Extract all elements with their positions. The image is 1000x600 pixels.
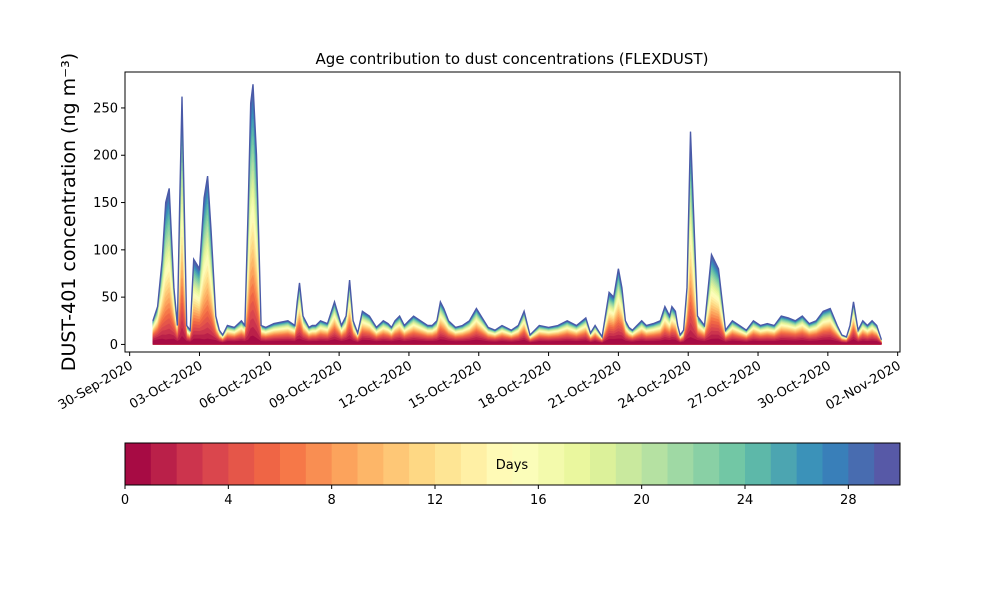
y-tick-label: 150 xyxy=(93,196,118,211)
chart-title: Age contribution to dust concentrations … xyxy=(316,50,709,68)
colorbar-bin xyxy=(150,443,178,485)
x-tick-label: 09-Oct-2020 xyxy=(267,358,345,412)
colorbar-tick-label: 4 xyxy=(224,493,232,508)
x-tick-label: 30-Oct-2020 xyxy=(755,358,833,412)
age-layer-17 xyxy=(152,196,882,345)
colorbar-bin xyxy=(383,443,410,485)
age-layer-16 xyxy=(152,205,882,345)
colorbar-bin xyxy=(460,443,488,485)
age-layer-29 xyxy=(152,92,882,345)
x-tick-label: 27-Oct-2020 xyxy=(686,358,764,412)
age-layer-21 xyxy=(152,162,882,345)
x-tick-label: 24-Oct-2020 xyxy=(616,358,694,412)
colorbar-bin xyxy=(745,443,772,485)
colorbar-bin xyxy=(435,443,462,485)
colorbar-bin xyxy=(357,443,384,485)
colorbar-tick-label: 0 xyxy=(121,493,129,508)
colorbar-bin xyxy=(848,443,875,485)
plot-area xyxy=(124,71,901,353)
colorbar-bin xyxy=(228,443,255,485)
colorbar-bin xyxy=(693,443,720,485)
plot-frame xyxy=(124,71,901,353)
x-axis: 30-Sep-202003-Oct-202006-Oct-202009-Oct-… xyxy=(56,352,904,413)
y-tick-label: 100 xyxy=(93,243,118,258)
colorbar-bin xyxy=(125,443,152,485)
colorbar-bin xyxy=(641,443,668,485)
age-layer-27 xyxy=(152,110,882,345)
x-tick-label: 21-Oct-2020 xyxy=(546,358,624,412)
colorbar-tick-label: 16 xyxy=(530,493,547,508)
age-layer-25 xyxy=(152,127,882,345)
x-tick-label: 18-Oct-2020 xyxy=(476,358,554,412)
x-tick-label: 03-Oct-2020 xyxy=(127,358,205,412)
colorbar-tick-label: 8 xyxy=(328,493,336,508)
colorbar-bin xyxy=(305,443,333,485)
y-tick-label: 250 xyxy=(93,101,118,116)
age-layer-23 xyxy=(152,144,882,345)
age-layer-19 xyxy=(152,179,882,345)
colorbar-bin xyxy=(254,443,281,485)
x-tick-label: 15-Oct-2020 xyxy=(406,358,484,412)
colorbar-bin xyxy=(176,443,203,485)
colorbar-bin xyxy=(409,443,436,485)
colorbar-bin xyxy=(822,443,849,485)
colorbar-tick-label: 12 xyxy=(427,493,444,508)
x-tick-label: 02-Nov-2020 xyxy=(823,358,903,413)
y-axis-label: DUST-401 concentration (ng m⁻³) xyxy=(58,53,80,371)
age-layer-30 xyxy=(152,84,882,345)
colorbar-frame xyxy=(124,442,901,486)
colorbar-tick-label: 24 xyxy=(737,493,754,508)
colorbar-bin xyxy=(486,443,513,485)
age-layer-20 xyxy=(152,170,882,345)
age-layer-6 xyxy=(152,291,882,345)
x-tick-label: 06-Oct-2020 xyxy=(197,358,275,412)
colorbar-tick-label: 20 xyxy=(633,493,650,508)
total-concentration-line xyxy=(152,84,883,340)
age-layer-18 xyxy=(152,188,882,345)
colorbar-tick-label: 28 xyxy=(840,493,857,508)
age-layer-26 xyxy=(152,118,882,345)
age-layer-8 xyxy=(152,274,882,345)
age-layer-28 xyxy=(152,101,882,345)
colorbar-bin xyxy=(590,443,617,485)
age-layer-22 xyxy=(152,153,882,345)
colorbar-bin xyxy=(564,443,591,485)
age-layer-24 xyxy=(152,136,882,345)
y-tick-label: 50 xyxy=(101,291,118,306)
y-tick-label: 0 xyxy=(110,338,118,353)
colorbar-label: Days xyxy=(496,458,529,473)
y-tick-label: 200 xyxy=(93,149,118,164)
colorbar-bin xyxy=(796,443,823,485)
colorbar-bin xyxy=(770,443,798,485)
colorbar-bin xyxy=(331,443,358,485)
colorbar-bin xyxy=(512,443,539,485)
y-axis: 0 50 100 150 200 250 xyxy=(93,101,125,353)
colorbar-bin xyxy=(615,443,643,485)
colorbar-bin xyxy=(719,443,746,485)
colorbar-bin xyxy=(667,443,694,485)
colorbar: 0 4 8 12 16 20 24 28 xyxy=(121,442,901,508)
colorbar-bin xyxy=(538,443,565,485)
age-layer-1 xyxy=(152,335,882,345)
x-tick-label: 12-Oct-2020 xyxy=(337,358,415,412)
colorbar-bin xyxy=(874,443,901,485)
colorbar-bin xyxy=(280,443,307,485)
colorbar-bin xyxy=(202,443,229,485)
